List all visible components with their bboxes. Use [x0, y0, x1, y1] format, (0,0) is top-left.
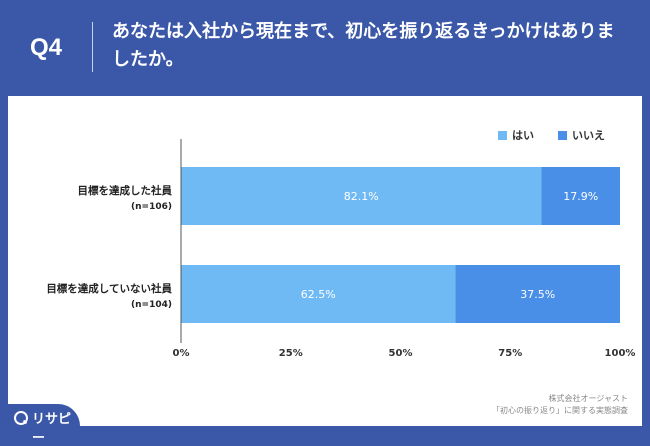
- source-company: 株式会社オージャスト: [548, 394, 628, 403]
- x-tick-label: 75%: [498, 348, 522, 359]
- data-label: 37.5%: [520, 288, 555, 301]
- x-tick-label: 100%: [605, 348, 636, 359]
- question-header: Q4 あなたは入社から現在まで、初心を振り返るきっかけはありましたか。: [0, 0, 650, 96]
- x-tick-label: 50%: [389, 348, 413, 359]
- logo-text: リサピー: [32, 412, 72, 446]
- question-number: Q4: [30, 34, 63, 61]
- header-divider: [92, 22, 93, 72]
- category-n-label: (n=104): [131, 300, 172, 310]
- source-survey: 「初心の振り返り」に関する実態調査: [492, 406, 628, 415]
- category-label: 目標を達成した社員: [78, 184, 173, 197]
- x-tick-label: 0%: [173, 348, 190, 359]
- search-icon: [14, 411, 28, 425]
- x-tick-label: 25%: [279, 348, 303, 359]
- source-note: 株式会社オージャスト 「初心の振り返り」に関する実態調査: [492, 393, 628, 417]
- stacked-bar-chart: はい いいえ 82.1% 17.9% 目標を達成した社員 (n=106) 62.5% 37.5…: [46, 129, 636, 359]
- question-title: あなたは入社から現在まで、初心を振り返るきっかけはありましたか。: [112, 21, 615, 70]
- legend-label: いいえ: [572, 129, 605, 142]
- bar-segment: [455, 265, 620, 323]
- bar-segment: [181, 265, 456, 323]
- legend-label: はい: [512, 129, 534, 142]
- category-n-label: (n=106): [131, 202, 172, 212]
- bar-segment: [181, 167, 542, 225]
- bar-segment: [541, 167, 620, 225]
- brand-logo: リサピー: [4, 404, 80, 446]
- data-label: 17.9%: [563, 190, 598, 203]
- category-label: 目標を達成していない社員: [46, 282, 172, 295]
- data-label: 62.5%: [301, 288, 336, 301]
- legend-swatch: [558, 131, 567, 140]
- data-label: 82.1%: [344, 190, 379, 203]
- legend-swatch: [498, 131, 507, 140]
- chart-card: はい いいえ 82.1% 17.9% 目標を達成した社員 (n=106) 62.5% 37.5…: [4, 96, 642, 446]
